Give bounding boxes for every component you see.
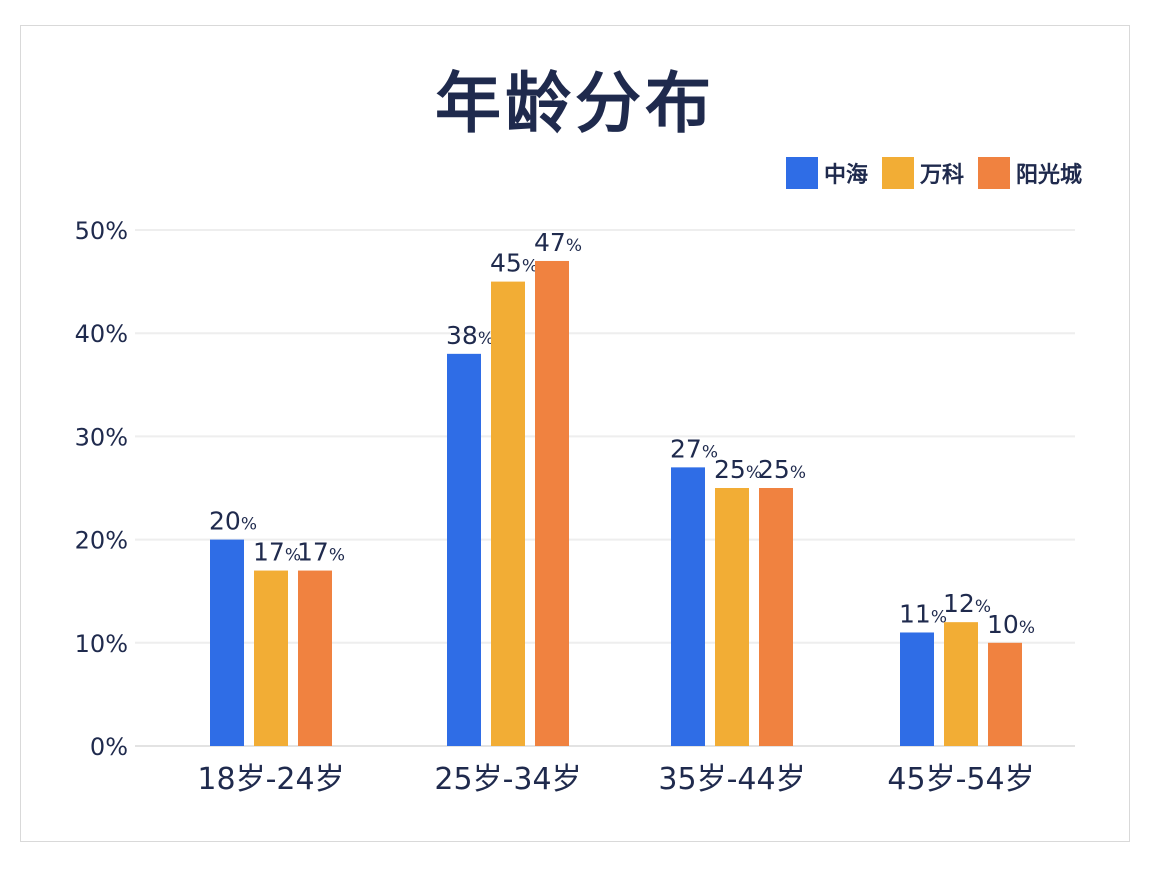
data-label: 17% bbox=[297, 538, 345, 567]
bar bbox=[900, 632, 934, 746]
data-label: 47% bbox=[534, 228, 582, 257]
y-tick-label: 40% bbox=[75, 320, 128, 348]
bar bbox=[671, 467, 705, 746]
legend-item-vanke[interactable]: 万科 bbox=[881, 157, 964, 189]
data-label: 17% bbox=[253, 538, 301, 567]
data-label: 11% bbox=[899, 599, 947, 628]
bar bbox=[254, 570, 288, 746]
legend-label-vanke: 万科 bbox=[919, 163, 964, 188]
bar bbox=[988, 642, 1022, 746]
data-label: 25% bbox=[714, 455, 762, 484]
bar bbox=[210, 539, 244, 746]
bar bbox=[535, 260, 569, 746]
bar bbox=[759, 488, 793, 746]
legend-swatch-vanke bbox=[881, 157, 914, 189]
y-tick-label: 0% bbox=[90, 733, 128, 761]
legend-item-yangguangcheng[interactable]: 阳光城 bbox=[977, 157, 1082, 189]
x-tick-label: 35岁-44岁 bbox=[658, 762, 805, 797]
x-tick-label: 45岁-54岁 bbox=[887, 762, 1034, 797]
data-label: 27% bbox=[670, 434, 718, 463]
chart-title: 年龄分布 bbox=[435, 65, 715, 142]
bar bbox=[715, 488, 749, 746]
legend-item-zhonghai[interactable]: 中海 bbox=[785, 157, 868, 189]
data-label: 20% bbox=[209, 507, 257, 536]
x-tick-label: 18岁-24岁 bbox=[197, 762, 344, 797]
y-tick-label: 20% bbox=[75, 527, 128, 555]
bar bbox=[491, 281, 525, 746]
legend-swatch-yangguangcheng bbox=[977, 157, 1010, 189]
data-label: 25% bbox=[758, 455, 806, 484]
x-tick-label: 25岁-34岁 bbox=[434, 762, 581, 797]
data-label: 12% bbox=[943, 589, 991, 618]
data-label: 45% bbox=[490, 249, 538, 278]
data-label: 38% bbox=[446, 321, 494, 350]
bar bbox=[944, 622, 978, 746]
bar bbox=[447, 353, 481, 746]
legend-label-zhonghai: 中海 bbox=[823, 163, 868, 188]
y-tick-label: 10% bbox=[75, 630, 128, 658]
data-label: 10% bbox=[987, 610, 1035, 639]
legend-swatch-zhonghai bbox=[785, 157, 818, 189]
legend: 中海 万科 阳光城 bbox=[785, 157, 1082, 189]
legend-label-yangguangcheng: 阳光城 bbox=[1015, 163, 1082, 188]
bar bbox=[298, 570, 332, 746]
y-tick-label: 50% bbox=[75, 217, 128, 245]
y-tick-label: 30% bbox=[75, 423, 128, 451]
